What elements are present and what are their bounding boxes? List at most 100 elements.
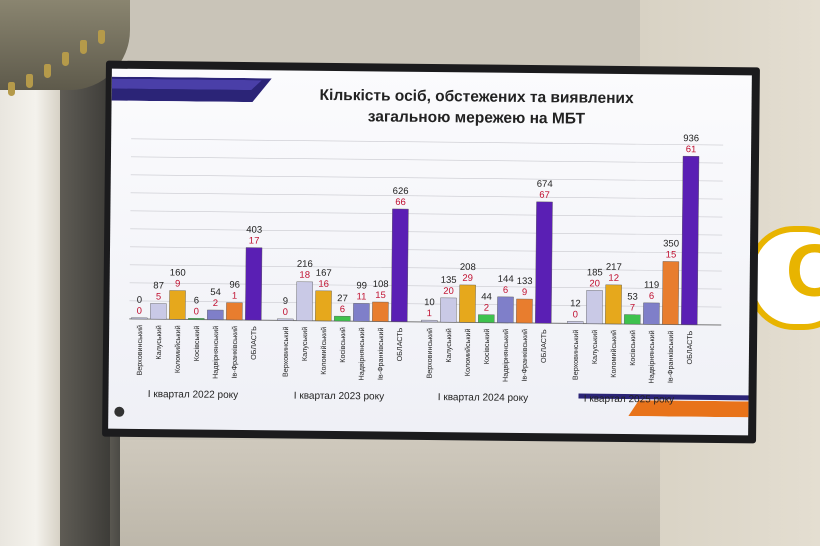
bar [567,321,584,324]
gridline [130,228,723,236]
data-label-detected: 15 [375,290,386,301]
gridline [129,282,722,290]
gridline [129,300,722,308]
gridline [130,192,723,200]
data-label-value: 167 [316,268,332,279]
bar [662,261,680,325]
category-tick-label: Верховинський [571,329,581,380]
data-label-detected: 5 [156,291,161,302]
bar [353,303,370,322]
bar [516,298,533,324]
data-label-value: 27 [337,293,348,304]
category-tick-label: Коломийський [609,330,619,378]
tassel-icon [80,40,87,54]
data-label-value: 160 [170,267,186,278]
bar [535,201,553,324]
data-label-value: 216 [297,259,313,270]
bar-chart: 00Верховинський875Калуський1609Коломийсь… [129,133,724,406]
bar [277,318,294,321]
data-label-detected: 12 [608,273,619,284]
data-label-value: 144 [498,274,514,285]
tassel-icon [98,30,105,44]
category-tick-label: Надвірнянський [211,326,221,379]
data-label-detected: 20 [589,278,600,289]
data-label-value: 350 [663,238,679,249]
data-label-value: 936 [683,133,699,144]
bar [497,296,514,324]
category-tick-label: ОБЛАСТЬ [249,326,258,360]
data-label-value: 217 [606,262,622,273]
data-label-detected: 0 [194,306,199,317]
category-tick-label: Ів-Франківський [230,326,240,379]
category-tick-label: Надвірнянський [647,330,657,383]
bar [245,247,263,321]
data-label-value: 185 [587,267,603,278]
category-tick-label: Косівський [192,326,201,362]
data-label-detected: 15 [666,249,677,260]
data-label-value: 403 [246,225,262,236]
data-label-value: 0 [137,295,142,306]
category-tick-label: ОБЛАСТЬ [395,327,404,361]
tassel-icon [44,64,51,78]
data-label-detected: 0 [137,306,142,317]
bar [681,155,700,325]
tv-monitor: Кількість осіб, обстежених та виявлених … [102,60,760,444]
data-label-value: 10 [424,297,435,308]
category-tick-label: Косівський [482,329,491,365]
data-label-detected: 0 [573,309,578,320]
category-tick-label: Коломийський [463,328,473,376]
data-label-detected: 2 [484,303,489,314]
data-label-value: 96 [229,280,240,291]
data-label-value: 53 [627,292,638,303]
category-tick-label: Калуський [444,328,453,362]
data-label-value: 44 [481,292,492,303]
bar [131,317,148,320]
bar [391,208,409,322]
data-label-value: 9 [283,296,288,307]
data-label-detected: 66 [395,197,406,208]
data-label-value: 54 [210,287,221,298]
data-label-value: 12 [570,298,581,309]
bar [643,302,660,325]
data-label-value: 108 [373,279,389,290]
gridline [130,156,723,164]
data-label-value: 626 [393,186,409,197]
data-label-detected: 1 [232,291,237,302]
bar [296,281,313,321]
data-label-detected: 1 [427,308,432,319]
data-label-value: 87 [153,280,164,291]
group-label: I квартал 2024 року [438,392,528,404]
group-label: I квартал 2023 року [294,391,384,403]
data-label-detected: 9 [175,279,180,290]
curtain-fold [60,40,110,546]
bar [586,290,603,324]
data-label-detected: 0 [283,307,288,318]
bar [150,303,167,320]
category-tick-label: Косівський [338,327,347,363]
data-label-detected: 16 [318,279,329,290]
presentation-slide: Кількість осіб, обстежених та виявлених … [108,68,752,436]
category-tick-label: Ів-Франківський [520,329,530,382]
bar [188,318,205,320]
data-label-detected: 67 [539,190,550,201]
bar [478,314,495,323]
tassel-icon [26,74,33,88]
data-label-detected: 6 [340,304,345,315]
data-label-value: 6 [194,295,199,306]
data-label-detected: 17 [249,236,260,247]
data-label-detected: 7 [630,303,635,314]
data-label-detected: 11 [357,291,367,302]
slide-logo-icon [114,406,125,417]
gridline [130,246,723,254]
data-label-detected: 2 [213,298,218,309]
group-label: I квартал 2022 року [148,389,238,401]
category-tick-label: Ів-Франківський [666,330,676,383]
category-tick-label: Косівський [628,330,637,366]
bar [624,314,641,325]
tassel-icon [8,82,15,96]
group-label: I квартал 2025 року [584,394,674,406]
data-label-value: 99 [356,280,367,291]
data-label-value: 119 [644,280,659,291]
bar [207,309,224,321]
